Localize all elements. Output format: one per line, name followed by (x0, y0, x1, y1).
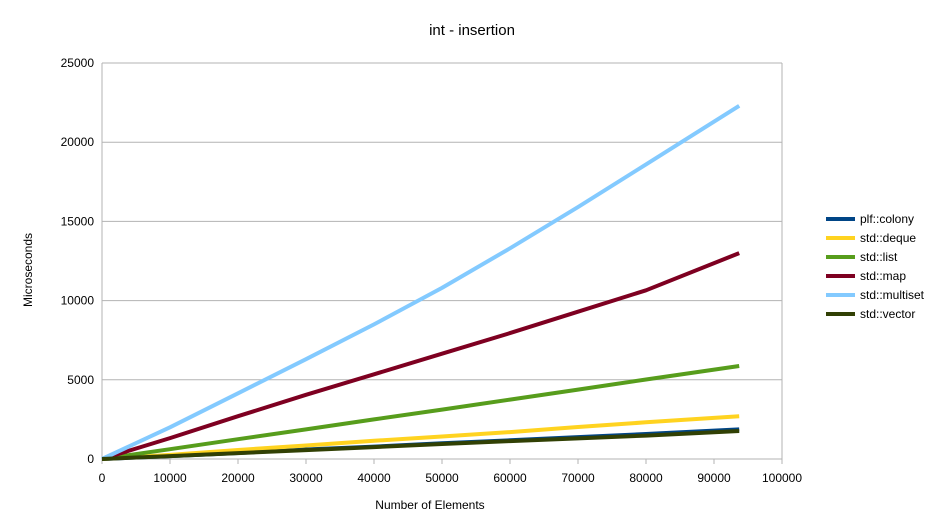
y-tick-label: 25000 (61, 56, 95, 70)
legend-entry: std::multiset (860, 288, 925, 302)
series-lines (101, 104, 741, 461)
x-tick-label: 60000 (493, 471, 527, 485)
y-tick-label: 0 (87, 452, 94, 466)
x-tick-label: 10000 (153, 471, 187, 485)
x-tick-label: 0 (99, 471, 106, 485)
legend-entry: std::map (860, 269, 906, 283)
grid-lines (102, 62, 782, 460)
x-tick-label: 20000 (221, 471, 255, 485)
x-tick-labels: 0 10000 20000 30000 40000 50000 60000 70000 8000… (99, 471, 803, 485)
x-tick-label: 70000 (561, 471, 595, 485)
legend-entry: std::vector (860, 307, 915, 321)
series-line (101, 429, 740, 461)
legend: plf::colonystd::dequestd::liststd::mapst… (826, 212, 925, 321)
legend-entry: plf::colony (860, 212, 914, 226)
x-tick-label: 90000 (697, 471, 731, 485)
y-tick-label: 5000 (67, 373, 94, 387)
y-tick-label: 20000 (61, 135, 95, 149)
series-line (101, 414, 740, 461)
y-tick-label: 10000 (61, 294, 95, 308)
series-line (101, 251, 740, 461)
series-line (101, 104, 741, 461)
y-tick-label: 15000 (61, 214, 95, 228)
legend-entry: std::list (860, 250, 898, 264)
legend-entry: std::deque (860, 231, 916, 245)
series-line (101, 364, 740, 461)
x-tick-label: 30000 (289, 471, 323, 485)
y-tick-labels: 0 5000 10000 15000 20000 25000 (61, 56, 95, 466)
x-tick-label: 80000 (629, 471, 663, 485)
x-tick-label: 40000 (357, 471, 391, 485)
chart-title: int - insertion (429, 22, 515, 39)
x-axis-label: Number of Elements (375, 498, 484, 512)
axes (101, 63, 783, 464)
x-tick-label: 100000 (762, 471, 802, 485)
x-tick-label: 50000 (425, 471, 459, 485)
y-axis-label: Microseconds (21, 233, 35, 307)
